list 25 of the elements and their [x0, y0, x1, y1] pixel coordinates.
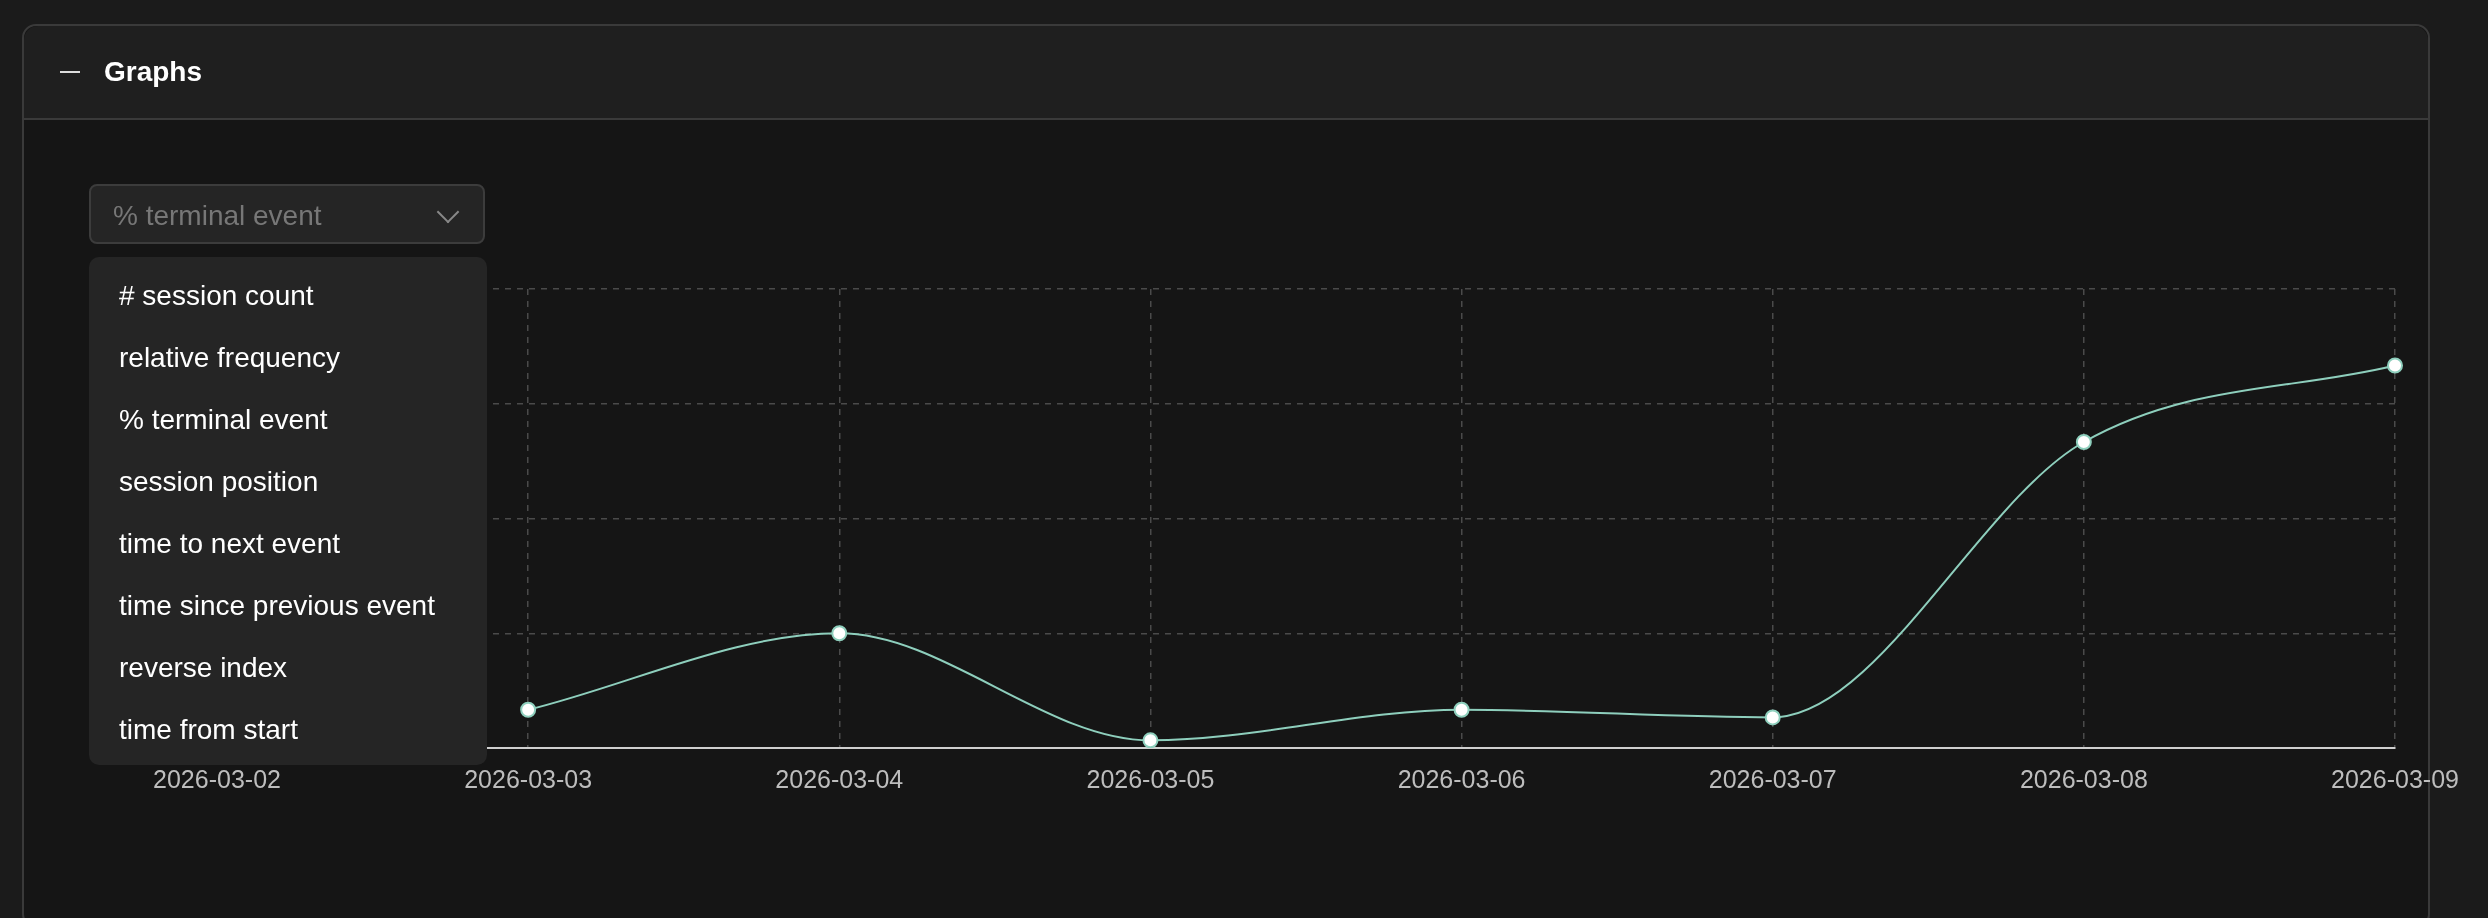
point — [1142, 732, 1159, 748]
x-tick-label: 2026-03-04 — [775, 764, 904, 793]
chart-subtitle: % terminal event — [89, 184, 485, 244]
point — [520, 701, 537, 718]
point — [1764, 709, 1781, 726]
x-tick-label: 2026-03-06 — [1397, 764, 1526, 793]
point — [831, 625, 848, 642]
annotation: time from start — [118, 713, 299, 747]
x-tick-label: 2026-03-05 — [1086, 764, 1215, 793]
point — [2075, 434, 2092, 450]
annotation: % terminal event — [118, 403, 329, 437]
annotation: time to next event — [118, 527, 341, 561]
x-tick-label: 2026-03-09 — [2331, 764, 2459, 793]
x-tick-label: 2026-03-02 — [153, 764, 281, 793]
x-tick-label: 2026-03-07 — [1708, 764, 1837, 793]
annotation: session position — [118, 465, 320, 499]
point — [1453, 701, 1470, 718]
annotation: reverse index — [118, 651, 289, 685]
chart-title: Graphs — [104, 56, 203, 88]
text: # session count — [118, 279, 315, 313]
annotation: relative frequency — [118, 341, 341, 375]
point — [2387, 357, 2403, 374]
x-tick-label: 2026-03-03 — [464, 764, 593, 793]
x-tick-label: 2026-03-08 — [2019, 764, 2148, 793]
annotation: time since previous event — [118, 589, 436, 623]
